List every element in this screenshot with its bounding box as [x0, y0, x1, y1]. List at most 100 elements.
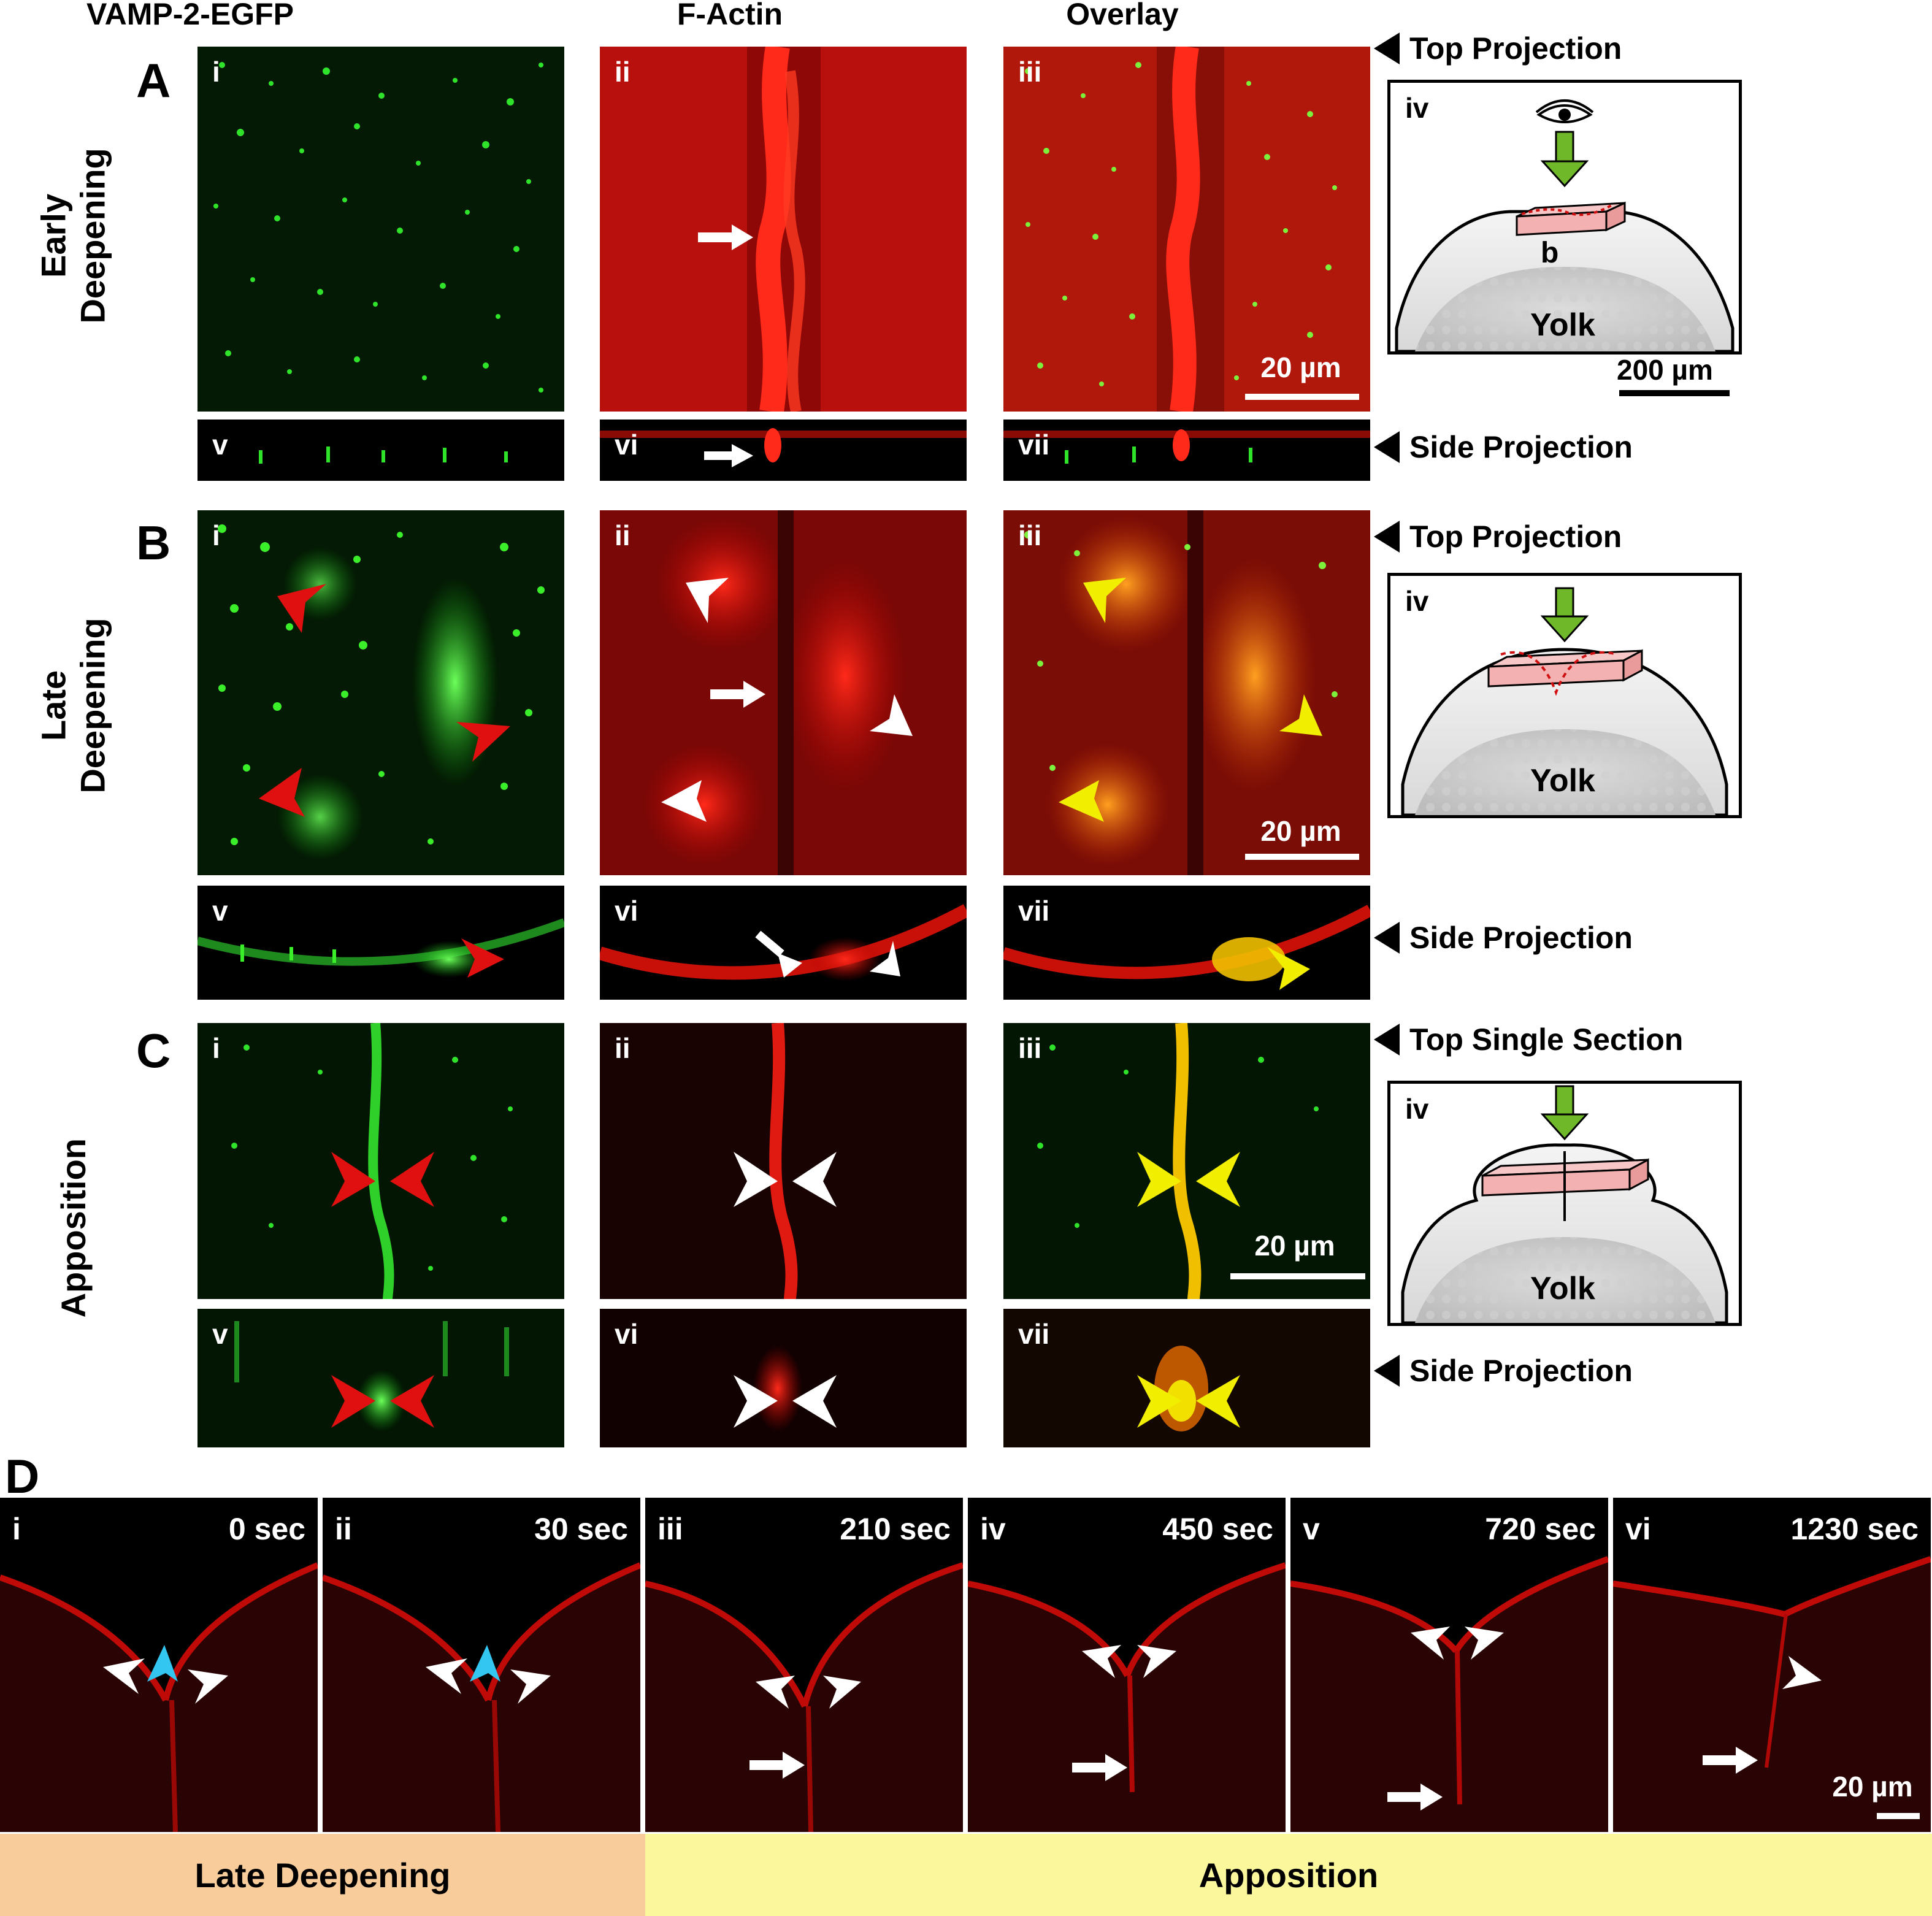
embryo-diagram [1401, 587, 1728, 815]
side-image [1003, 1309, 1370, 1447]
timelapse-label: vi [1625, 1512, 1651, 1546]
schematic-scale-label: 200 µm [1617, 354, 1713, 386]
embryo-diagram [1401, 1085, 1728, 1323]
arrow-icon [1072, 1754, 1127, 1781]
panel-a-iii-overlay: iii 20 µm [1003, 47, 1370, 412]
arrowhead-icon [734, 1375, 837, 1428]
overlay-image [1003, 510, 1370, 875]
panel-label: v [212, 1318, 228, 1350]
panel-a-i-vamp: i [197, 47, 564, 412]
panel-label: v [212, 895, 228, 927]
eye-icon [1535, 99, 1594, 123]
arrow-icon [749, 1752, 805, 1779]
schematic-b-iv: iv Yolk [1387, 573, 1742, 818]
panel-c-i-vamp: i [197, 1023, 564, 1299]
panel-b-iii-overlay: iii 20 µm [1003, 510, 1370, 875]
panel-label: vi [615, 429, 638, 461]
arrowhead-icon [756, 1676, 795, 1709]
panel-label: i [212, 1032, 220, 1064]
timelapse-time: 450 sec [1162, 1512, 1273, 1546]
red-image [600, 510, 967, 875]
section-c-letter: C [136, 1024, 171, 1078]
panel-label: i [212, 56, 220, 88]
arrowhead-icon [510, 1669, 551, 1704]
panel-label: ii [615, 519, 631, 551]
timelapse-image [1613, 1556, 1931, 1832]
panel-b-vi-side: vi [600, 886, 967, 1000]
label-text: Side Projection [1409, 1354, 1633, 1388]
arrowhead-icon [1137, 1152, 1240, 1207]
apposition-bar: Apposition [645, 1834, 1932, 1916]
column-header-overlay: Overlay [1066, 0, 1179, 31]
scale-bar [1230, 1273, 1365, 1279]
arrowhead-icon [461, 938, 504, 978]
timelapse-panel-iii: iii 210 sec [645, 1498, 963, 1832]
red-actin-image [600, 47, 967, 412]
arrowhead-icon [331, 1152, 434, 1207]
timelapse-image [645, 1562, 963, 1832]
label-text: Top Projection [1409, 31, 1622, 66]
panel-b-v-side: v [197, 886, 564, 1000]
scale-bar-label: 20 µm [1254, 1230, 1335, 1262]
side-image [600, 428, 967, 467]
side-projection-label-c: Side Projection [1374, 1353, 1633, 1389]
side-projection-label-a: Side Projection [1374, 429, 1633, 465]
timelapse-time: 720 sec [1485, 1512, 1596, 1546]
arrowhead-icon [1267, 947, 1310, 990]
label-text: Side Projection [1409, 430, 1633, 464]
panel-label: vii [1018, 895, 1050, 927]
panel-a-vi-side: vi [600, 420, 967, 481]
yolk-label: Yolk [1530, 1271, 1595, 1306]
scale-bar-label: 20 µm [1832, 1771, 1913, 1803]
section-a-row-label: Early Deepening [34, 148, 112, 324]
side-image [259, 446, 508, 464]
label-text: Side Projection [1409, 921, 1633, 955]
schematic-marker: b [1541, 237, 1559, 269]
panel-label: ii [615, 56, 631, 88]
arrowhead-icon [1411, 1627, 1450, 1660]
arrow-icon [755, 930, 802, 978]
down-arrow-icon [1540, 131, 1589, 188]
panel-label: iii [1018, 56, 1042, 88]
panel-label: iv [1405, 585, 1429, 617]
timelapse-panel-v: v 720 sec [1290, 1498, 1608, 1832]
schematic-c-iv: iv Yolk [1387, 1081, 1742, 1326]
section-b-letter: B [136, 516, 171, 570]
down-arrow-icon [1540, 1085, 1589, 1141]
tissue-slab [1481, 1151, 1649, 1221]
green-image [197, 510, 564, 875]
arrowhead-icon [1374, 1355, 1400, 1387]
panel-label: i [212, 519, 220, 551]
top-single-section-label-c: Top Single Section [1374, 1022, 1683, 1057]
arrowhead-icon [1374, 33, 1400, 64]
scale-bar-label: 20 µm [1260, 815, 1341, 847]
label-text: Top Single Section [1409, 1022, 1684, 1057]
arrowhead-icon [734, 1152, 837, 1207]
section-d-letter: D [5, 1449, 40, 1503]
arrowhead-icon [1137, 1375, 1240, 1428]
arrowhead-icon [259, 584, 510, 817]
timelapse-image [0, 1562, 318, 1832]
panel-label: v [212, 429, 228, 461]
scale-bar [1877, 1813, 1920, 1819]
panel-label: iv [1405, 1093, 1429, 1125]
green-image [197, 1023, 564, 1299]
side-image [600, 904, 967, 981]
arrowhead-icon [188, 1669, 228, 1704]
arrowhead-icon [470, 1645, 500, 1682]
arrowhead-icon [870, 941, 900, 976]
arrowhead-icon [331, 1375, 434, 1428]
arrowhead-icon [1137, 1645, 1176, 1678]
side-image [197, 1309, 564, 1447]
timelapse-panel-ii: ii 30 sec [323, 1498, 640, 1832]
overlay-image [1003, 47, 1370, 412]
panel-label: ii [615, 1032, 631, 1064]
arrowhead-icon [1374, 521, 1400, 553]
arrow-icon [1387, 1784, 1443, 1811]
arrowhead-icon [1374, 1024, 1400, 1056]
arrowhead-icon [1465, 1627, 1504, 1660]
panel-c-vii-side: vii [1003, 1309, 1370, 1447]
panel-c-vi-side: vi [600, 1309, 967, 1447]
schematic-scale-bar [1619, 390, 1730, 396]
panel-c-iii-overlay: iii 20 µm [1003, 1023, 1370, 1299]
